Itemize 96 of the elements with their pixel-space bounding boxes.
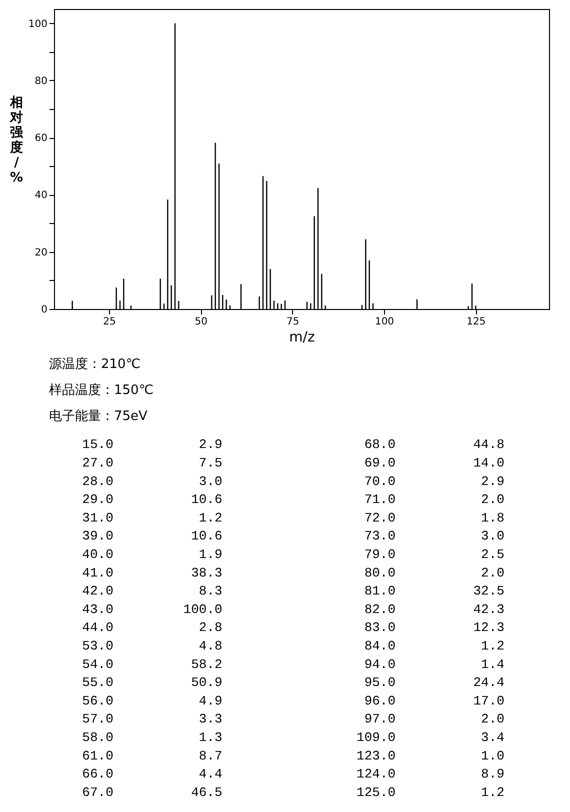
text: 样品温度：150℃	[49, 382, 154, 398]
text: 8.9	[481, 766, 504, 782]
text: 54.0	[82, 656, 114, 672]
text: 83.0	[364, 620, 396, 636]
text: 61.0	[82, 748, 114, 764]
text: 4.9	[198, 693, 222, 708]
text: 39.0	[82, 528, 114, 544]
text: 125.0	[356, 784, 396, 800]
text: 72.0	[364, 510, 396, 526]
x-tick-label: 100	[374, 316, 394, 328]
text: 44.0	[82, 620, 114, 636]
text: 97.0	[364, 712, 396, 727]
text: 82.0	[364, 602, 396, 617]
text: 42.3	[473, 602, 504, 617]
text: 100.0	[183, 602, 222, 617]
y-tick-label: 20	[34, 247, 48, 258]
text: 2.0	[481, 565, 504, 580]
text: 124.0	[356, 766, 396, 782]
text: 66.0	[82, 766, 114, 782]
text: 8.3	[198, 584, 222, 599]
text: 70.0	[364, 474, 396, 489]
text: 12.3	[473, 620, 504, 636]
text: 84.0	[364, 638, 396, 654]
text: 46.5	[191, 784, 222, 800]
x-tick-label: 50	[194, 316, 208, 328]
text: 28.0	[82, 474, 114, 489]
text: 81.0	[364, 584, 396, 599]
text: 29.0	[82, 492, 114, 508]
text: 38.3	[191, 565, 222, 580]
text: 17.0	[473, 693, 504, 708]
text: 1.2	[198, 510, 222, 526]
text: 3.0	[198, 474, 222, 489]
y-axis-title: 相对强度/%	[9, 96, 24, 186]
text: 2.5	[481, 546, 504, 562]
text: 80.0	[364, 565, 396, 580]
text: 58.0	[82, 730, 114, 745]
text: 123.0	[356, 748, 396, 764]
text: 4.8	[198, 638, 222, 654]
text: 57.0	[82, 712, 114, 727]
text: 源温度：210℃	[49, 356, 140, 372]
y-tick-label: 40	[34, 190, 48, 202]
text: 94.0	[364, 656, 396, 672]
text: 41.0	[82, 565, 114, 580]
x-axis-title: m/z	[289, 330, 315, 346]
text: 4.4	[198, 766, 222, 782]
text: 53.0	[82, 638, 114, 654]
text: 3.4	[481, 730, 505, 745]
text: 1.3	[198, 730, 222, 745]
text: 56.0	[82, 693, 114, 708]
text: 15.0	[82, 437, 114, 452]
y-tick-label: 0	[41, 304, 48, 316]
text: 1.2	[481, 784, 504, 800]
text: 7.5	[198, 455, 222, 470]
text: 58.2	[191, 656, 222, 672]
text: 71.0	[364, 492, 396, 508]
text: 79.0	[364, 546, 396, 562]
text: 1.4	[481, 656, 505, 672]
text: 2.9	[481, 474, 504, 489]
text: 109.0	[356, 730, 396, 745]
x-tick-label: 25	[103, 316, 116, 328]
text: 31.0	[82, 510, 114, 526]
text: 10.6	[191, 528, 222, 544]
text: 73.0	[364, 528, 396, 544]
text: 电子能量：75eV	[49, 409, 148, 424]
text: 1.9	[198, 546, 222, 562]
y-tick-label: 80	[34, 76, 48, 87]
text: 69.0	[364, 455, 396, 470]
text: 44.8	[473, 437, 504, 452]
text: 24.4	[473, 675, 505, 690]
text: 96.0	[364, 693, 396, 708]
y-tick-label: 60	[34, 133, 48, 144]
text: 40.0	[82, 546, 114, 562]
text: 10.6	[191, 492, 222, 508]
text: 1.2	[481, 638, 504, 654]
text: 95.0	[364, 675, 396, 690]
text: 43.0	[82, 602, 114, 617]
y-tick-label: 100	[28, 18, 48, 30]
text: 2.8	[198, 620, 222, 636]
text: 2.0	[481, 712, 504, 727]
text: 50.9	[191, 675, 222, 690]
text: 1.0	[481, 748, 504, 764]
text: 67.0	[82, 784, 114, 800]
text: 68.0	[364, 437, 396, 452]
x-tick-label: 125	[466, 316, 486, 328]
x-tick-label: 75	[286, 316, 300, 328]
text: 1.8	[481, 510, 504, 526]
text: 27.0	[82, 455, 114, 470]
text: 55.0	[82, 675, 114, 690]
text: 2.9	[198, 437, 222, 452]
text: 3.0	[481, 528, 504, 544]
text: 14.0	[473, 455, 504, 470]
text: 3.3	[198, 712, 222, 727]
text: 2.0	[481, 492, 504, 508]
text: 32.5	[473, 584, 504, 599]
text: 8.7	[198, 748, 222, 764]
text: 42.0	[82, 584, 114, 599]
